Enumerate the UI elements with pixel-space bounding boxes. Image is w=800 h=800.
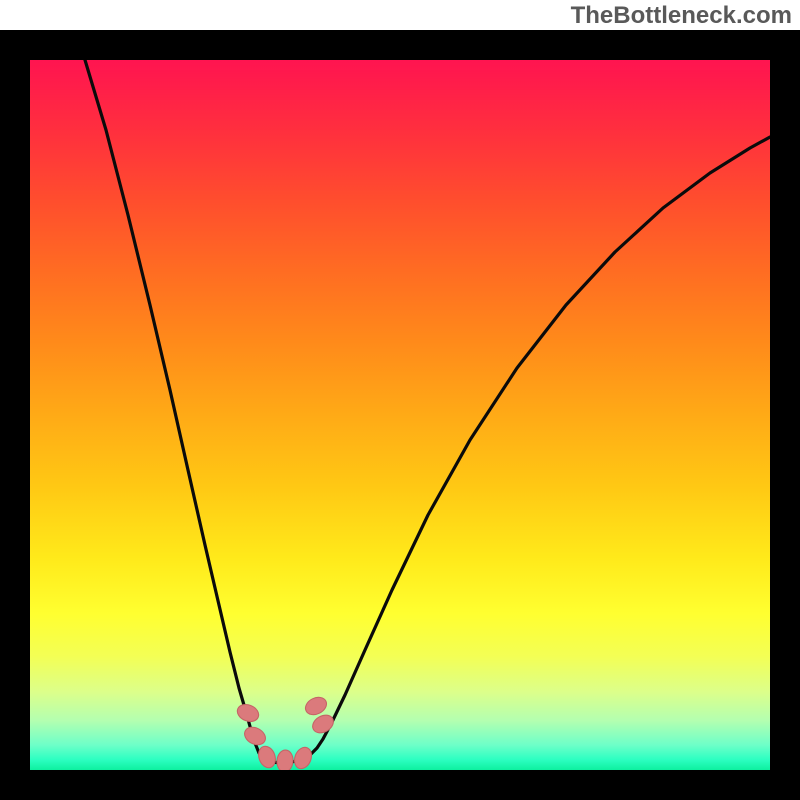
bottleneck-curve	[85, 60, 770, 763]
curve-marker-5	[303, 694, 330, 718]
curve-marker-4	[291, 745, 314, 771]
curve-marker-2	[256, 744, 279, 770]
curve-marker-6	[309, 712, 336, 737]
curve-marker-0	[235, 701, 261, 724]
plot-group	[85, 60, 770, 773]
chart-frame: TheBottleneck.com	[0, 0, 800, 800]
curve-marker-1	[242, 724, 269, 748]
curve-marker-3	[276, 749, 294, 772]
watermark-text: TheBottleneck.com	[571, 2, 792, 30]
plot-overlay	[0, 0, 800, 800]
